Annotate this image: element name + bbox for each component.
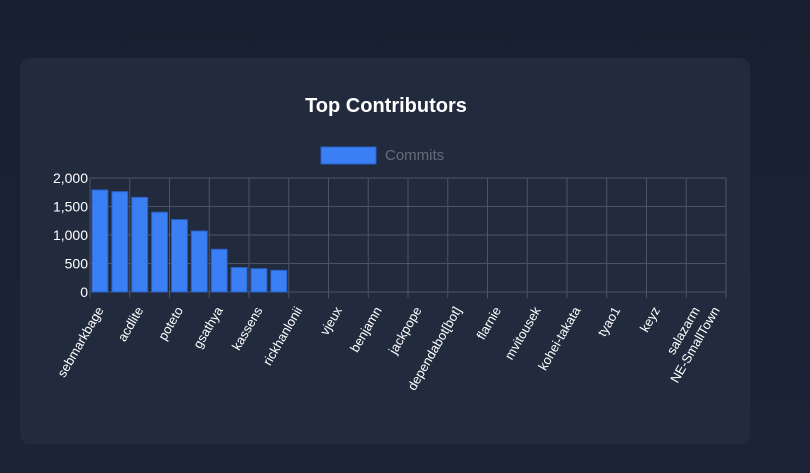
x-tick-label: rickhanlonii: [260, 304, 306, 368]
bar[interactable]: [170, 219, 188, 293]
legend-swatch: [320, 146, 377, 165]
x-tick-label: gsathya: [190, 303, 226, 351]
x-tick-label: kassens: [229, 304, 266, 353]
x-tick-label: sebmarkbage: [54, 304, 106, 380]
y-tick-label: 1,500: [53, 199, 88, 215]
bar[interactable]: [190, 230, 208, 293]
bar[interactable]: [151, 211, 169, 293]
bar[interactable]: [250, 268, 268, 293]
chart-legend[interactable]: Commits: [320, 146, 444, 165]
y-tick-label: 500: [65, 256, 89, 272]
legend-label: Commits: [385, 147, 444, 164]
bars: [91, 189, 288, 293]
x-axis-ticks: sebmarkbage acdlite poteto gsathya kassensri…: [54, 303, 723, 393]
x-tick-label: acdlite: [115, 304, 147, 344]
x-tick-label: tyao1: [594, 304, 623, 339]
y-axis-ticks: 0 500 1,000 1,500 2,000: [53, 170, 88, 300]
x-tick-label: jackpope: [385, 304, 425, 357]
y-tick-label: 1,000: [53, 227, 88, 243]
bar[interactable]: [111, 191, 129, 293]
x-tick-label: benjamn: [347, 304, 385, 355]
y-tick-label: 2,000: [53, 170, 88, 186]
x-tick-label: vjeux: [317, 304, 345, 338]
x-tick-label: flarnie: [473, 304, 504, 342]
bar[interactable]: [131, 196, 149, 293]
x-tick-label: poteto: [155, 304, 186, 343]
x-tick-label: keyz: [637, 304, 663, 335]
bar[interactable]: [91, 189, 109, 293]
bar[interactable]: [210, 248, 228, 293]
bar[interactable]: [230, 266, 248, 293]
x-tick-label: mvitousek: [502, 304, 544, 363]
y-tick-label: 0: [80, 284, 88, 300]
bar[interactable]: [270, 269, 288, 293]
chart-title: Top Contributors: [305, 95, 467, 117]
